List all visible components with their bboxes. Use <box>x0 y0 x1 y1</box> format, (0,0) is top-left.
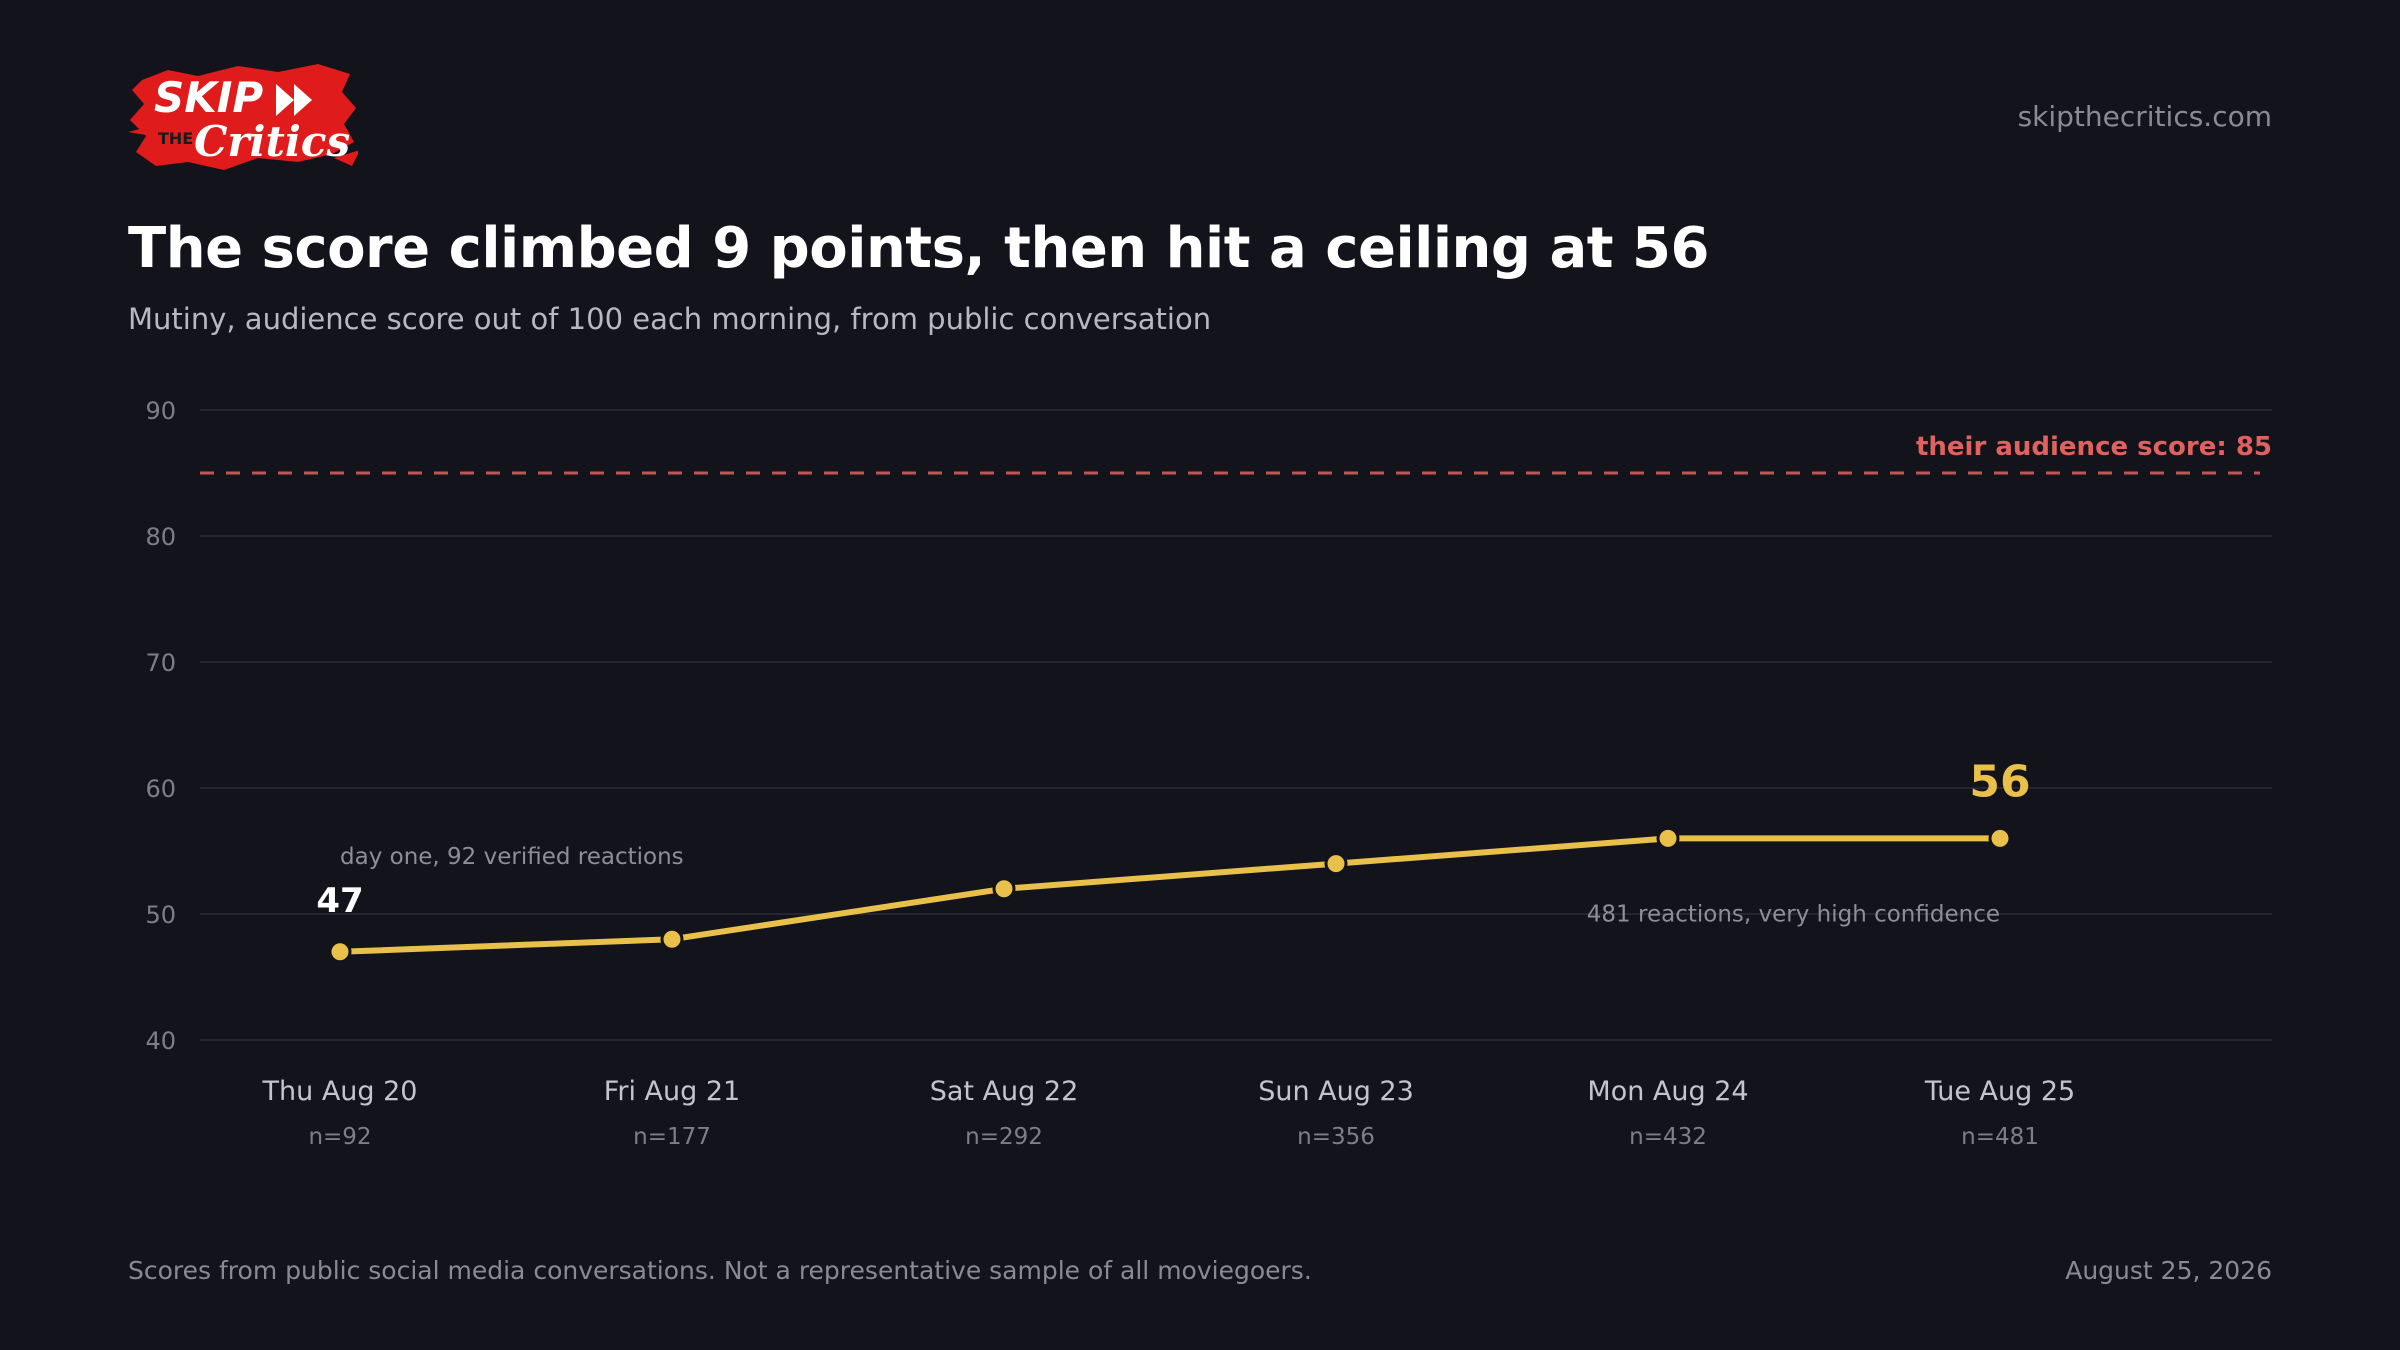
sample-size-label: n=356 <box>1297 1124 1375 1150</box>
y-tick-label: 70 <box>145 649 176 677</box>
data-point <box>1988 826 2012 850</box>
data-point <box>992 877 1016 901</box>
sample-size-label: n=481 <box>1961 1124 2039 1150</box>
sample-size-label: n=177 <box>633 1124 711 1150</box>
x-tick-label: Sun Aug 23 <box>1258 1076 1414 1107</box>
data-point <box>1656 826 1680 850</box>
x-tick-label: Thu Aug 20 <box>262 1076 418 1107</box>
sample-size-label: n=292 <box>965 1124 1043 1150</box>
fast-forward-icon <box>276 84 312 116</box>
y-tick-label: 60 <box>145 775 176 803</box>
site-url: skipthecritics.com <box>2017 100 2272 133</box>
logo-brush-streak <box>128 122 358 166</box>
reference-layer: their audience score: 85 <box>200 432 2272 475</box>
footer-note: Scores from public social media conversa… <box>128 1256 1312 1285</box>
skip-the-critics-logo: SKIP THE Critics <box>128 64 358 170</box>
y-tick-label: 50 <box>145 901 176 929</box>
reference-line-label: their audience score: 85 <box>1916 432 2272 462</box>
logo-the-text: THE <box>158 129 193 148</box>
page-title: The score climbed 9 points, then hit a c… <box>128 216 1709 281</box>
data-point <box>660 927 684 951</box>
logo-skip-text: SKIP <box>154 73 263 122</box>
sample-size-label: n=92 <box>308 1124 371 1150</box>
footer-date: August 25, 2026 <box>2065 1256 2272 1285</box>
data-point <box>1324 852 1348 876</box>
label-layer: Thu Aug 20 n=92 Fri Aug 21 n=177 Sat Aug 22 n… <box>262 756 2076 1150</box>
first-point-note: day one, 92 verified reactions <box>340 844 684 870</box>
last-value-label: 56 <box>1969 756 2030 807</box>
data-point <box>328 940 352 964</box>
series-line <box>337 835 2003 955</box>
last-point-note: 481 reactions, very high confidence <box>1587 901 2000 927</box>
y-tick-label: 90 <box>145 397 176 425</box>
page-subtitle: Mutiny, audience score out of 100 each m… <box>128 302 1212 336</box>
x-tick-label: Fri Aug 21 <box>604 1076 740 1107</box>
first-value-label: 47 <box>316 881 363 921</box>
x-tick-label: Mon Aug 24 <box>1587 1076 1748 1107</box>
sample-size-label: n=432 <box>1629 1124 1707 1150</box>
x-tick-label: Tue Aug 25 <box>1924 1076 2075 1107</box>
y-tick-label: 40 <box>145 1027 176 1055</box>
series-layer <box>328 826 2012 964</box>
logo-critics-text: Critics <box>194 117 350 166</box>
grid-layer: 40 50 60 70 80 90 <box>145 397 2272 1055</box>
x-tick-label: Sat Aug 22 <box>930 1076 1079 1107</box>
y-tick-label: 80 <box>145 523 176 551</box>
